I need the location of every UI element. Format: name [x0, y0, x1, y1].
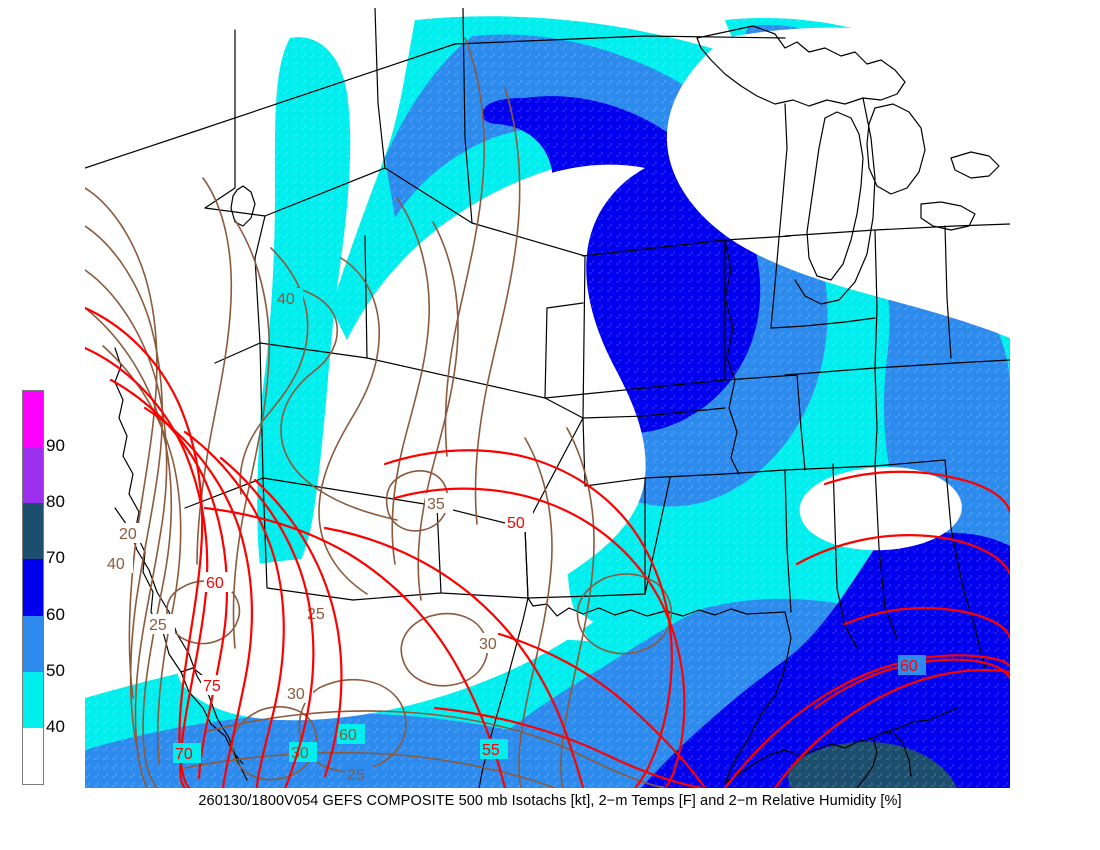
svg-text:35: 35: [427, 496, 445, 513]
svg-text:40: 40: [277, 291, 295, 308]
svg-text:30: 30: [479, 636, 497, 653]
colorbar-band-60-70: [23, 559, 43, 616]
svg-text:25: 25: [347, 767, 365, 784]
colorbar-band-80-90: [23, 447, 43, 504]
relative-humidity-colorbar: [22, 390, 44, 785]
svg-text:75: 75: [203, 678, 221, 695]
svg-text:30: 30: [287, 686, 305, 703]
colorbar-band-90: [23, 391, 43, 448]
svg-text:25: 25: [149, 617, 167, 634]
svg-text:60: 60: [206, 575, 224, 592]
colorbar-tick-60: 60: [46, 604, 65, 624]
svg-text:50: 50: [507, 515, 525, 532]
svg-text:60: 60: [900, 658, 918, 675]
isotach-contour-labels: 20 40 40 35 25 25 30 30 30 25 60: [105, 288, 505, 784]
colorbar-tick-70: 70: [46, 548, 65, 568]
map-plot-area: 20 40 40 35 25 25 30 30 30 25 60: [85, 8, 1010, 788]
svg-text:40: 40: [107, 556, 125, 573]
geographic-borders: [85, 8, 1010, 788]
colorbar-tick-90: 90: [46, 436, 65, 456]
colorbar-band-40: [23, 727, 43, 784]
svg-text:70: 70: [175, 746, 193, 763]
isotach-contours: [85, 37, 672, 788]
colorbar-band-70-80: [23, 503, 43, 560]
svg-text:60: 60: [339, 727, 357, 744]
temperature-contour-labels: 50 55 60 60 70 75: [173, 512, 926, 763]
svg-text:20: 20: [119, 526, 137, 543]
colorbar-tick-80: 80: [46, 492, 65, 512]
svg-text:55: 55: [482, 742, 500, 759]
colorbar-band-50-60: [23, 615, 43, 672]
colorbar-band-40-50: [23, 671, 43, 728]
colorbar-tick-40: 40: [46, 716, 65, 736]
map-canvas: 20 40 40 35 25 25 30 30 30 25 60: [85, 8, 1010, 788]
figure-caption: 260130/1800V054 GEFS COMPOSITE 500 mb Is…: [198, 793, 902, 809]
colorbar-tick-50: 50: [46, 660, 65, 680]
